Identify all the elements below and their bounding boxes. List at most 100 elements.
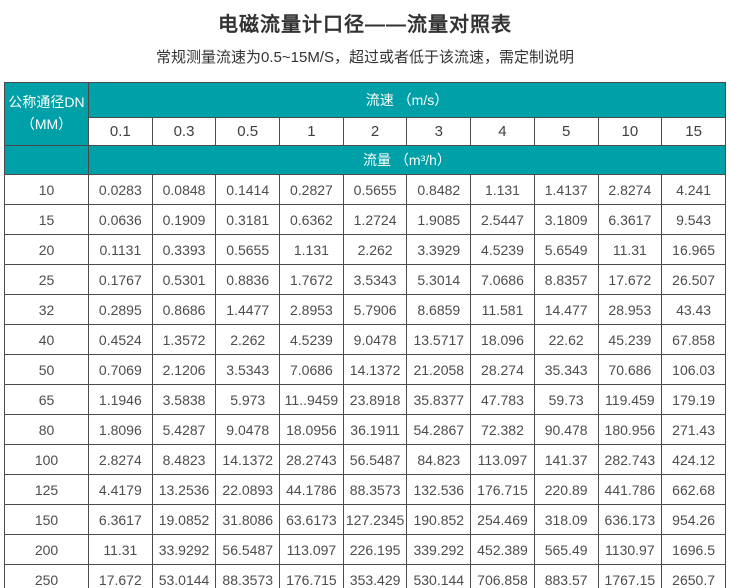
flow-value-cell: 0.4524 bbox=[88, 324, 153, 355]
dn-cell: 32 bbox=[4, 294, 89, 325]
flow-value-cell: 18.0956 bbox=[279, 414, 344, 445]
flow-value-cell: 14.1372 bbox=[215, 444, 281, 475]
table-row: 50 0.7069 2.1206 3.5343 7.0686 14.1372 21.2058… bbox=[4, 354, 726, 385]
flow-value-cell: 0.3393 bbox=[151, 234, 217, 265]
corner-header-line2: （MM） bbox=[20, 116, 73, 132]
flow-value-cell: 0.7069 bbox=[88, 354, 153, 385]
flow-value-cell: 3.3929 bbox=[406, 234, 472, 265]
velocity-value-cell: 4 bbox=[470, 117, 535, 146]
dn-cell: 125 bbox=[4, 474, 89, 505]
flow-value-cell: 565.49 bbox=[533, 534, 599, 565]
velocity-value-cell: 10 bbox=[597, 117, 663, 146]
flow-value-cell: 84.823 bbox=[406, 444, 472, 475]
table-row: 250 17.672 53.0144 88.3573 176.715 353.429 530… bbox=[4, 564, 726, 588]
flow-value-cell: 90.478 bbox=[533, 414, 599, 445]
flow-value-cell: 2650.7 bbox=[661, 564, 726, 588]
flow-value-cell: 28.953 bbox=[597, 294, 663, 325]
table-row: 150 6.3617 19.0852 31.8086 63.6173 127.2345 19… bbox=[4, 504, 726, 535]
flow-value-cell: 1.131 bbox=[279, 234, 344, 265]
flow-value-cell: 2.8274 bbox=[88, 444, 153, 475]
table-head-section: 公称通径DN （MM） 流速 （m/s） 0.1 0.3 0.5 1 2 3 4… bbox=[4, 82, 726, 175]
flow-value-cell: 11.31 bbox=[597, 234, 663, 265]
flow-value-cell: 113.097 bbox=[279, 534, 344, 565]
page-subtitle: 常规测量流速为0.5~15M/S，超过或者低于该流速，需定制说明 bbox=[156, 49, 574, 66]
flow-value-cell: 353.429 bbox=[342, 564, 408, 588]
flow-value-cell: 0.6362 bbox=[279, 204, 344, 235]
flow-value-cell: 1.1946 bbox=[88, 384, 153, 415]
flow-value-cell: 424.12 bbox=[661, 444, 726, 475]
flow-value-cell: 1.4477 bbox=[215, 294, 281, 325]
velocity-value-cell: 5 bbox=[533, 117, 599, 146]
flow-value-cell: 16.965 bbox=[661, 234, 726, 265]
header-row-velocity-values: 0.1 0.3 0.5 1 2 3 4 5 10 15 bbox=[5, 117, 726, 146]
flow-value-cell: 636.173 bbox=[597, 504, 663, 535]
flow-value-cell: 9.543 bbox=[661, 204, 726, 235]
flow-value-cell: 1767.15 bbox=[597, 564, 663, 588]
flow-value-cell: 4.4179 bbox=[88, 474, 153, 505]
flow-value-cell: 254.469 bbox=[470, 504, 535, 535]
dn-cell: 10 bbox=[4, 174, 89, 205]
flow-value-cell: 88.3573 bbox=[342, 474, 408, 505]
flow-value-cell: 67.858 bbox=[661, 324, 726, 355]
flow-value-cell: 9.0478 bbox=[342, 324, 408, 355]
flow-value-cell: 141.37 bbox=[533, 444, 599, 475]
velocity-value-cell: 1 bbox=[279, 117, 344, 146]
flow-value-cell: 1130.97 bbox=[597, 534, 663, 565]
flow-value-cell: 706.858 bbox=[470, 564, 535, 588]
dn-cell: 200 bbox=[4, 534, 89, 565]
header-row-flow-band: 流量 （m³/h） bbox=[4, 145, 726, 175]
velocity-value-cell: 3 bbox=[406, 117, 472, 146]
flow-value-cell: 176.715 bbox=[279, 564, 344, 588]
flow-value-cell: 8.4823 bbox=[151, 444, 217, 475]
flow-value-cell: 0.1767 bbox=[88, 264, 153, 295]
flow-value-cell: 1.7672 bbox=[279, 264, 344, 295]
page-title: 电磁流量计口径——流量对照表 bbox=[218, 14, 512, 36]
flow-value-cell: 11..9459 bbox=[279, 384, 344, 415]
flow-value-cell: 0.5655 bbox=[342, 174, 408, 205]
flow-value-cell: 31.8086 bbox=[215, 504, 281, 535]
dn-cell: 80 bbox=[4, 414, 89, 445]
flow-value-cell: 18.096 bbox=[470, 324, 535, 355]
flow-value-cell: 0.0848 bbox=[151, 174, 217, 205]
flow-value-cell: 2.8274 bbox=[597, 174, 663, 205]
flow-value-cell: 13.2536 bbox=[151, 474, 217, 505]
flow-value-cell: 954.26 bbox=[661, 504, 726, 535]
flow-value-cell: 1.9085 bbox=[406, 204, 472, 235]
flow-value-cell: 22.0893 bbox=[215, 474, 281, 505]
dn-cell: 100 bbox=[4, 444, 89, 475]
flow-value-cell: 3.5343 bbox=[215, 354, 281, 385]
flow-value-cell: 8.6859 bbox=[406, 294, 472, 325]
flow-value-cell: 119.459 bbox=[597, 384, 663, 415]
flow-value-cell: 17.672 bbox=[597, 264, 663, 295]
flow-value-cell: 7.0686 bbox=[470, 264, 535, 295]
flow-value-cell: 11.581 bbox=[470, 294, 535, 325]
flow-value-cell: 1696.5 bbox=[661, 534, 726, 565]
flow-value-cell: 1.131 bbox=[470, 174, 535, 205]
flow-value-cell: 530.144 bbox=[406, 564, 472, 588]
flow-value-cell: 0.2895 bbox=[88, 294, 153, 325]
velocity-value-cell: 2 bbox=[342, 117, 408, 146]
flow-value-cell: 2.1206 bbox=[151, 354, 217, 385]
flow-value-cell: 2.8953 bbox=[279, 294, 344, 325]
flow-value-cell: 4.5239 bbox=[470, 234, 535, 265]
corner-header-line1: 公称通径DN bbox=[8, 94, 85, 111]
table-row: 40 0.4524 1.3572 2.262 4.5239 9.0478 13.5717 18… bbox=[4, 324, 726, 355]
flow-value-cell: 441.786 bbox=[597, 474, 663, 505]
table-row: 200 11.31 33.9292 56.5487 113.097 226.195 339.… bbox=[4, 534, 726, 565]
flow-value-cell: 0.5655 bbox=[215, 234, 281, 265]
flow-value-cell: 3.5343 bbox=[342, 264, 408, 295]
dn-cell: 250 bbox=[4, 564, 89, 588]
flow-value-cell: 226.195 bbox=[342, 534, 408, 565]
flow-value-cell: 19.0852 bbox=[151, 504, 217, 535]
dn-cell: 15 bbox=[4, 204, 89, 235]
table-row: 125 4.4179 13.2536 22.0893 44.1786 88.3573 132… bbox=[4, 474, 726, 505]
flow-value-cell: 26.507 bbox=[661, 264, 726, 295]
flow-value-cell: 0.8686 bbox=[151, 294, 217, 325]
flow-value-cell: 4.5239 bbox=[279, 324, 344, 355]
table-row: 25 0.1767 0.5301 0.8836 1.7672 3.5343 5.3014 7.… bbox=[4, 264, 726, 295]
flow-value-cell: 180.956 bbox=[597, 414, 663, 445]
table-row: 80 1.8096 5.4287 9.0478 18.0956 36.1911 54.286… bbox=[4, 414, 726, 445]
flow-value-cell: 63.6173 bbox=[279, 504, 344, 535]
flow-value-cell: 72.382 bbox=[470, 414, 535, 445]
